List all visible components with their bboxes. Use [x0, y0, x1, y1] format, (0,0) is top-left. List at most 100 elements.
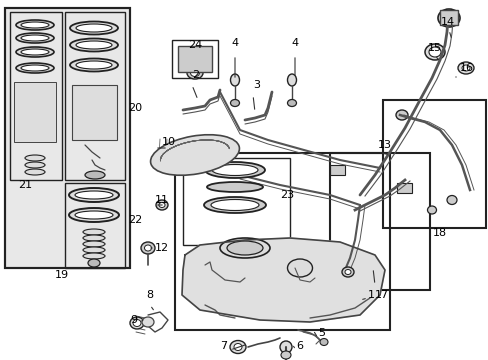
Ellipse shape	[74, 114, 114, 122]
Ellipse shape	[461, 65, 469, 71]
Bar	[65, 12, 125, 180]
Ellipse shape	[428, 47, 440, 57]
Ellipse shape	[457, 62, 473, 74]
Text: 8: 8	[146, 290, 153, 300]
Ellipse shape	[280, 341, 291, 353]
Text: 19: 19	[55, 270, 69, 280]
Ellipse shape	[437, 9, 459, 27]
Ellipse shape	[319, 338, 327, 346]
Ellipse shape	[16, 63, 54, 73]
Ellipse shape	[70, 59, 118, 72]
Ellipse shape	[427, 206, 436, 214]
Ellipse shape	[17, 84, 53, 92]
Ellipse shape	[16, 33, 54, 43]
Ellipse shape	[150, 135, 239, 175]
Ellipse shape	[395, 110, 407, 120]
Ellipse shape	[21, 124, 35, 140]
Ellipse shape	[25, 162, 45, 168]
Bar	[72, 85, 117, 140]
Ellipse shape	[142, 317, 154, 327]
Text: 14: 14	[440, 17, 454, 27]
Ellipse shape	[179, 63, 184, 68]
Ellipse shape	[130, 317, 143, 329]
Ellipse shape	[76, 41, 112, 49]
Ellipse shape	[17, 108, 53, 116]
Bar	[439, 10, 457, 25]
Ellipse shape	[83, 235, 105, 241]
Text: 5: 5	[317, 328, 325, 338]
Bar	[183, 158, 289, 245]
Ellipse shape	[141, 242, 155, 254]
Bar	[329, 165, 345, 175]
Ellipse shape	[156, 200, 168, 210]
Ellipse shape	[21, 65, 49, 71]
Bar	[65, 183, 125, 268]
Ellipse shape	[287, 259, 312, 277]
Bar	[14, 82, 56, 142]
Ellipse shape	[83, 247, 105, 253]
Text: 24: 24	[187, 40, 202, 50]
Ellipse shape	[204, 162, 264, 178]
Ellipse shape	[424, 44, 444, 60]
Text: 10: 10	[162, 137, 176, 147]
Ellipse shape	[210, 199, 259, 211]
Ellipse shape	[230, 74, 239, 86]
Ellipse shape	[70, 39, 118, 51]
Ellipse shape	[234, 343, 242, 351]
Ellipse shape	[74, 104, 114, 112]
Ellipse shape	[83, 241, 105, 247]
Ellipse shape	[212, 165, 258, 176]
Ellipse shape	[75, 211, 113, 219]
Text: 11: 11	[155, 195, 169, 205]
Bar	[175, 153, 389, 330]
Ellipse shape	[229, 341, 245, 354]
Ellipse shape	[85, 171, 105, 179]
Ellipse shape	[230, 99, 239, 107]
Ellipse shape	[17, 100, 53, 108]
Text: 17: 17	[374, 290, 388, 300]
Ellipse shape	[17, 92, 53, 100]
Text: 9: 9	[130, 315, 137, 325]
Ellipse shape	[133, 320, 141, 327]
Text: 6: 6	[295, 341, 303, 351]
Ellipse shape	[25, 169, 45, 175]
Ellipse shape	[74, 86, 114, 94]
Bar	[5, 8, 130, 268]
Ellipse shape	[203, 63, 208, 68]
Ellipse shape	[144, 245, 151, 251]
Ellipse shape	[69, 208, 119, 222]
Ellipse shape	[446, 195, 456, 204]
Text: 2: 2	[192, 70, 199, 80]
Ellipse shape	[83, 229, 105, 235]
Ellipse shape	[83, 253, 105, 259]
Ellipse shape	[287, 99, 296, 107]
Polygon shape	[182, 238, 384, 322]
Text: 16: 16	[459, 63, 473, 73]
Ellipse shape	[341, 267, 353, 277]
Ellipse shape	[21, 35, 49, 41]
Text: 13: 13	[377, 140, 391, 150]
Ellipse shape	[70, 22, 118, 35]
Text: 20: 20	[128, 103, 142, 113]
Text: 4: 4	[291, 38, 298, 48]
Text: 1: 1	[367, 290, 374, 300]
Ellipse shape	[159, 202, 164, 207]
Text: 21: 21	[18, 180, 32, 190]
Ellipse shape	[203, 48, 208, 53]
Ellipse shape	[69, 188, 119, 202]
Bar	[178, 46, 212, 72]
Ellipse shape	[186, 67, 203, 79]
Ellipse shape	[226, 241, 263, 255]
Ellipse shape	[345, 270, 350, 274]
Ellipse shape	[21, 22, 49, 28]
Bar	[382, 100, 485, 228]
Text: 23: 23	[280, 190, 293, 200]
Text: 7: 7	[220, 341, 226, 351]
Text: 15: 15	[427, 43, 441, 53]
Text: 12: 12	[155, 243, 169, 253]
Ellipse shape	[25, 155, 45, 161]
Ellipse shape	[179, 48, 184, 53]
Ellipse shape	[74, 94, 114, 102]
Text: 4: 4	[231, 38, 238, 48]
Bar	[172, 40, 218, 78]
